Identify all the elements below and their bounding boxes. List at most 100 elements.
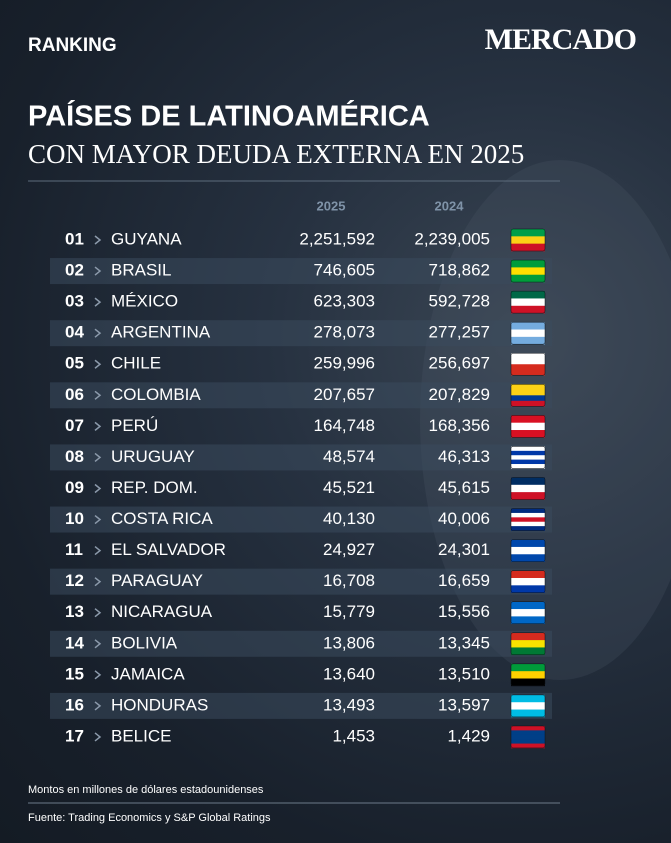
flag-stripe: [511, 450, 545, 456]
flag-stripe: [511, 508, 545, 514]
value-2025: 13,493: [323, 695, 375, 714]
flag-stripe: [511, 616, 545, 625]
flag-border: [510, 694, 546, 718]
rank: 08: [65, 447, 84, 466]
flag-stripe: [511, 477, 545, 486]
flag-stripe: [511, 739, 545, 744]
flag-stripe: [511, 694, 545, 703]
value-2024: 168,356: [429, 416, 490, 435]
flag-border: [510, 570, 546, 593]
flag-stripe: [511, 389, 545, 396]
row-stripe: [50, 568, 552, 595]
chevron: [94, 421, 102, 431]
chevron: [94, 452, 102, 463]
flag-stripe: [511, 585, 545, 593]
value-2025: 259,996: [314, 354, 375, 373]
flag-stripe: [511, 415, 545, 423]
flag-stripe: [511, 492, 545, 500]
value-2024: 256,697: [429, 354, 490, 373]
flag-stripe: [511, 546, 545, 555]
flag-stripe: [511, 663, 545, 672]
row-stripe: [50, 320, 552, 347]
value-2024: 16,659: [438, 571, 490, 590]
value-2024: 13,345: [438, 633, 490, 652]
flag-stripe: [511, 484, 545, 493]
flag-stripe: [511, 267, 545, 276]
chevron: [94, 328, 102, 338]
chevron: [94, 732, 102, 742]
value-2024: 24,301: [438, 540, 490, 559]
flag-stripe: [511, 274, 545, 283]
flag-stripe: [511, 554, 545, 562]
country: EL SALVADOR: [111, 540, 226, 559]
flag-border: [510, 632, 546, 656]
country: GUYANA: [111, 229, 182, 248]
value-2024: 2,239,005: [414, 229, 490, 248]
chevron: [94, 266, 102, 276]
flag-stripe: [511, 743, 545, 749]
rank: 06: [65, 385, 84, 404]
value-2025: 207,657: [314, 385, 375, 404]
flag-border: [510, 384, 546, 407]
flag: [510, 290, 546, 314]
rank: 05: [65, 354, 84, 373]
flag-stripe: [511, 430, 545, 438]
flag-stripe: [511, 570, 545, 579]
rank: 07: [65, 416, 84, 435]
value-2024: 277,257: [429, 323, 490, 342]
flag-border: [510, 352, 546, 376]
value-2024: 1,429: [447, 726, 490, 745]
flag-stripe: [511, 577, 545, 586]
value-2025: 16,708: [323, 571, 375, 590]
flag-border: [510, 259, 546, 283]
chevron: [94, 514, 102, 525]
flag-stripe: [511, 640, 545, 648]
flag-border: [510, 508, 546, 531]
value-2025: 15,779: [323, 602, 375, 621]
flag-border: [510, 415, 546, 438]
flag-stripe: [511, 395, 545, 402]
value-2025: 13,806: [323, 633, 375, 652]
flag-stripe: [511, 336, 545, 345]
value-2025: 24,927: [323, 540, 375, 559]
value-2025: 746,605: [314, 261, 375, 280]
flag-border: [510, 601, 546, 624]
flag-stripe: [511, 322, 545, 330]
flag: [510, 384, 546, 407]
rank: 13: [65, 602, 84, 621]
flag: [510, 601, 546, 625]
country: COSTA RICA: [111, 509, 213, 528]
flag-stripe: [511, 329, 545, 338]
flag-stripe: [511, 526, 545, 531]
country: BRASIL: [111, 261, 171, 280]
country: JAMAICA: [111, 664, 185, 683]
value-2024: 13,510: [438, 664, 490, 683]
flag: [510, 725, 546, 749]
flag-stripe: [511, 647, 545, 656]
flag: [510, 694, 546, 718]
country: REP. DOM.: [111, 478, 198, 497]
value-2025: 45,521: [323, 478, 375, 497]
rank: 12: [65, 571, 84, 590]
value-2025: 13,640: [323, 664, 375, 683]
value-2025: 2,251,592: [299, 229, 375, 248]
rank: 10: [65, 509, 84, 528]
country: PERÚ: [111, 416, 158, 435]
chevron: [94, 235, 102, 245]
flag-stripe: [511, 260, 545, 268]
row-stripe: [50, 630, 552, 657]
rank: 03: [65, 292, 84, 311]
country: BELICE: [111, 726, 171, 745]
flag-border: [510, 446, 546, 469]
flag-border: [510, 290, 546, 314]
chevron: [94, 608, 102, 618]
flag-border: [510, 321, 546, 345]
flag-stripe: [511, 298, 545, 307]
flag-stripe: [511, 364, 545, 376]
bag-silhouette: [420, 160, 671, 680]
value-2025: 278,073: [314, 323, 375, 342]
flag-stripe: [511, 709, 545, 718]
source: Fuente: Trading Economics y S&P Global R…: [28, 812, 271, 824]
row-stripe: [50, 692, 552, 719]
